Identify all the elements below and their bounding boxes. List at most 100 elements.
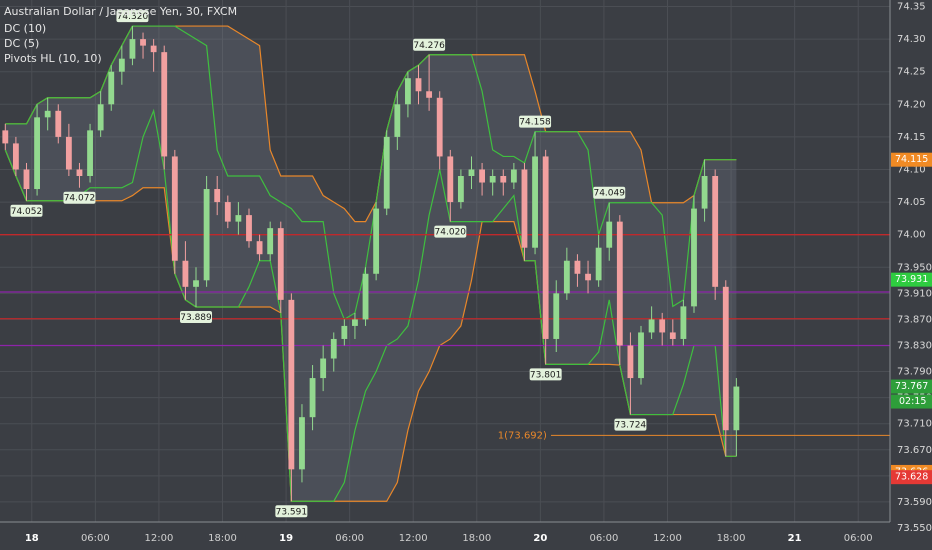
y-tick-label: 74.20	[897, 99, 926, 110]
pivot-label-bg	[180, 311, 213, 324]
countdown-bg	[891, 394, 932, 409]
candle-body	[235, 215, 242, 222]
channel-lower	[4, 108, 737, 502]
pivot-label: 74.049	[593, 189, 625, 199]
candle-body	[648, 319, 655, 333]
candle-body	[574, 260, 581, 274]
y-tick-label: 74.25	[897, 67, 926, 78]
y-tick-label: 73.950	[897, 262, 932, 273]
pivot-label: 74.320	[117, 12, 149, 22]
candle-body	[542, 156, 549, 339]
candle-body	[299, 417, 305, 470]
pivot-label: 73.591	[276, 507, 308, 517]
candle-body	[23, 169, 30, 190]
pivot-label: 74.158	[519, 118, 551, 128]
candle-body	[638, 332, 644, 379]
candle-body	[405, 78, 411, 105]
target-label: 1(73.692)	[498, 430, 547, 441]
candle-body	[97, 104, 104, 131]
x-tick-label: 12:00	[399, 533, 428, 544]
candle-body	[373, 208, 380, 274]
pivot-label: 74.072	[64, 194, 96, 204]
y-tick-label: 73.790	[897, 367, 932, 378]
legend: Australian Dollar / Japanese Yen, 30, FX…	[4, 5, 237, 65]
price-tag-label: 73.628	[895, 472, 928, 483]
pivot-label: 73.724	[615, 421, 647, 431]
candle-body	[521, 169, 528, 248]
x-tick-label: 21	[788, 533, 802, 544]
candle-body	[246, 215, 252, 242]
pivot-label-bg	[593, 186, 626, 199]
channel-fill	[5, 26, 737, 502]
y-tick-label: 73.870	[897, 314, 932, 325]
y-tick-label: 74.00	[897, 230, 926, 241]
candle-body	[87, 130, 93, 176]
candle-body	[288, 299, 295, 470]
price-tag-label: 74.115	[895, 154, 928, 165]
candle-body	[65, 136, 72, 170]
candle-body	[616, 221, 623, 346]
candle-body	[256, 241, 263, 255]
candle-body	[182, 260, 189, 287]
x-tick-label: 18:00	[462, 533, 491, 544]
candle-body	[193, 280, 199, 287]
legend-entry: DC (10)	[4, 22, 46, 35]
chart-title: Australian Dollar / Japanese Yen, 30, FX…	[4, 5, 237, 18]
candle-body	[150, 45, 157, 53]
candle-body	[330, 338, 337, 359]
x-tick-label: 18	[25, 533, 39, 544]
pivot-label-bg	[519, 115, 552, 128]
candle-body	[44, 110, 51, 118]
y-tick-label: 73.710	[897, 419, 932, 430]
y-tick-label: 73.830	[897, 340, 932, 351]
x-tick-label: 12:00	[145, 533, 174, 544]
pivot-label: 74.052	[11, 207, 43, 217]
price-tag	[891, 272, 932, 287]
pivot-label-bg	[10, 204, 43, 217]
plot: 1(73.692) 74.052 74.072 74.320 73.889 73.591 7…	[0, 10, 890, 518]
price-tag	[891, 470, 932, 485]
pivot-label: 74.020	[435, 228, 467, 238]
pivot-label-bg	[63, 191, 96, 204]
pivot-label-bg	[275, 505, 308, 518]
candle-body	[55, 110, 62, 137]
y-tick-label: 73.590	[897, 497, 932, 508]
pivot-label: 73.801	[530, 370, 562, 380]
x-tick-label: 06:00	[335, 533, 364, 544]
candle-body	[203, 189, 210, 281]
candle-body	[669, 332, 676, 339]
candle-body	[563, 260, 570, 294]
price-tag-label: 73.931	[895, 274, 928, 285]
candle-body	[489, 176, 496, 183]
candle-body	[553, 293, 560, 339]
time-axis	[0, 522, 932, 550]
candle-body	[500, 176, 507, 183]
y-tick-label: 74.05	[897, 197, 926, 208]
candle-body	[34, 117, 40, 190]
candle-body	[627, 345, 634, 379]
price-tag	[891, 379, 932, 394]
candle-body	[118, 58, 125, 72]
price-tag	[891, 152, 932, 167]
candle-body	[383, 136, 390, 209]
candle-body	[12, 143, 19, 170]
y-tick-label: 74.35	[897, 2, 926, 13]
legend-entry: Pivots HL (10, 10)	[4, 52, 102, 65]
candle-body	[129, 39, 136, 59]
candle-body	[659, 319, 666, 333]
candle-body	[426, 91, 433, 98]
candle-body	[436, 97, 443, 157]
candle-body	[2, 130, 9, 144]
pivot-label-bg	[116, 10, 149, 23]
y-tick-label: 74.30	[897, 34, 926, 45]
candle-body	[457, 176, 464, 203]
candle-body	[394, 104, 401, 137]
candle-body	[712, 176, 719, 287]
candle-body	[320, 358, 327, 379]
axes: 74.35 74.30 74.25 74.20 74.15 74.10 74.05 74.00…	[25, 2, 932, 544]
x-tick-label: 06:00	[81, 533, 110, 544]
y-tick-label: 74.15	[897, 132, 926, 143]
y-tick-label: 73.910	[897, 288, 932, 299]
y-tick-label: 74.10	[897, 164, 926, 175]
